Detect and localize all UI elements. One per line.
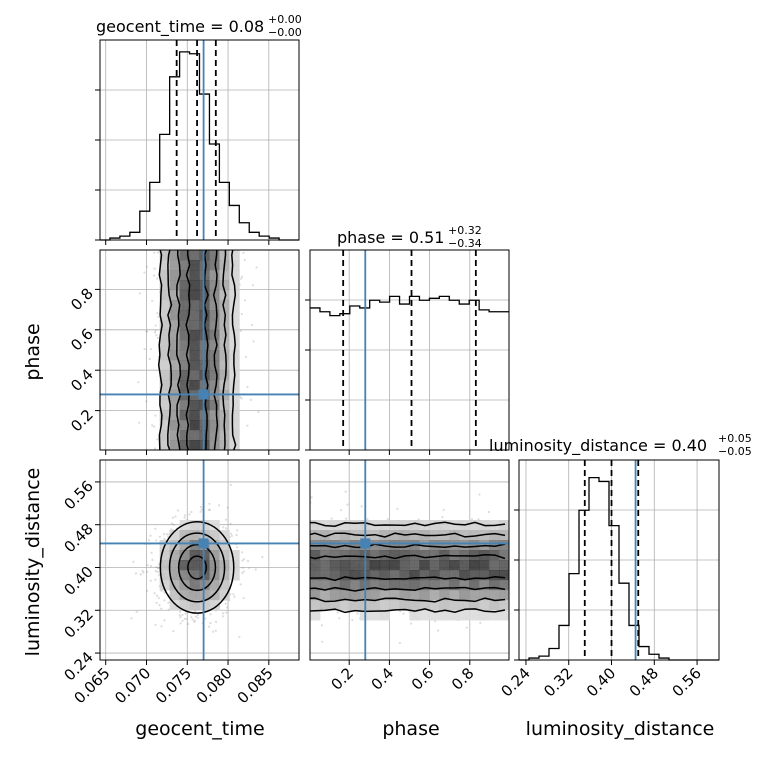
axes-frame [309,249,510,451]
histogram-panel-geocent-time [95,39,300,245]
xlabel-geocent-time: geocent_time [135,718,264,740]
scatter-panel-phase-vs-luminosity-distance [309,459,510,665]
contour-line [176,250,182,450]
ylabel-luminosity-distance: luminosity_distance [22,468,44,657]
ylabel-phase: phase [22,323,44,380]
xlabel-luminosity-distance: luminosity_distance [526,718,715,740]
title-geocent-time-plus: +0.00 [268,13,302,26]
density-layer [137,250,260,450]
axes-frame [518,459,720,661]
truth-marker [198,389,209,400]
axes-frame [99,39,300,241]
title-geocent-time: geocent_time = 0.08 [96,17,264,37]
contour-line [222,250,227,450]
histogram-step-line [519,476,719,661]
contour-line [157,250,163,450]
contour-line [187,555,208,580]
contour-line [310,597,506,603]
scatter-panel-geocent-time-vs-luminosity-distance [95,459,300,665]
contour-line [310,575,506,582]
contour-line [310,532,506,538]
axes-frame [99,249,300,451]
axes-frame [99,459,300,661]
contour-line [168,532,226,603]
title-phase: phase = 0.51 [337,228,444,247]
contour-line [310,608,506,614]
contour-line [203,250,209,450]
contour-line [185,250,191,450]
contour-line [177,543,217,592]
title-luminosity-distance: luminosity_distance = 0.40 [489,436,707,456]
title-phase-minus: −0.34 [448,237,482,250]
title-luminosity-distance-plus: +0.05 [718,432,752,445]
contour-line [310,586,506,592]
density-layer [130,483,264,638]
histogram-step-line [100,51,299,241]
histogram-panel-phase [305,249,510,455]
title-phase-plus: +0.32 [448,224,482,237]
contour-line [212,250,219,450]
xlabel-phase: phase [382,718,439,740]
contour-line [310,554,506,560]
scatter-panel-geocent-time-vs-phase [95,249,300,455]
title-luminosity-distance-minus: −0.05 [718,445,752,458]
contour-line [310,543,506,549]
truth-marker [198,538,209,549]
contour-line [159,521,235,614]
histogram-panel-luminosity-distance [514,459,720,665]
axes-frame [309,459,510,661]
title-geocent-time-minus: −0.00 [268,26,302,39]
contour-line [310,521,506,527]
contour-line [167,250,173,450]
contour-line [231,250,237,450]
truth-marker [360,538,371,549]
